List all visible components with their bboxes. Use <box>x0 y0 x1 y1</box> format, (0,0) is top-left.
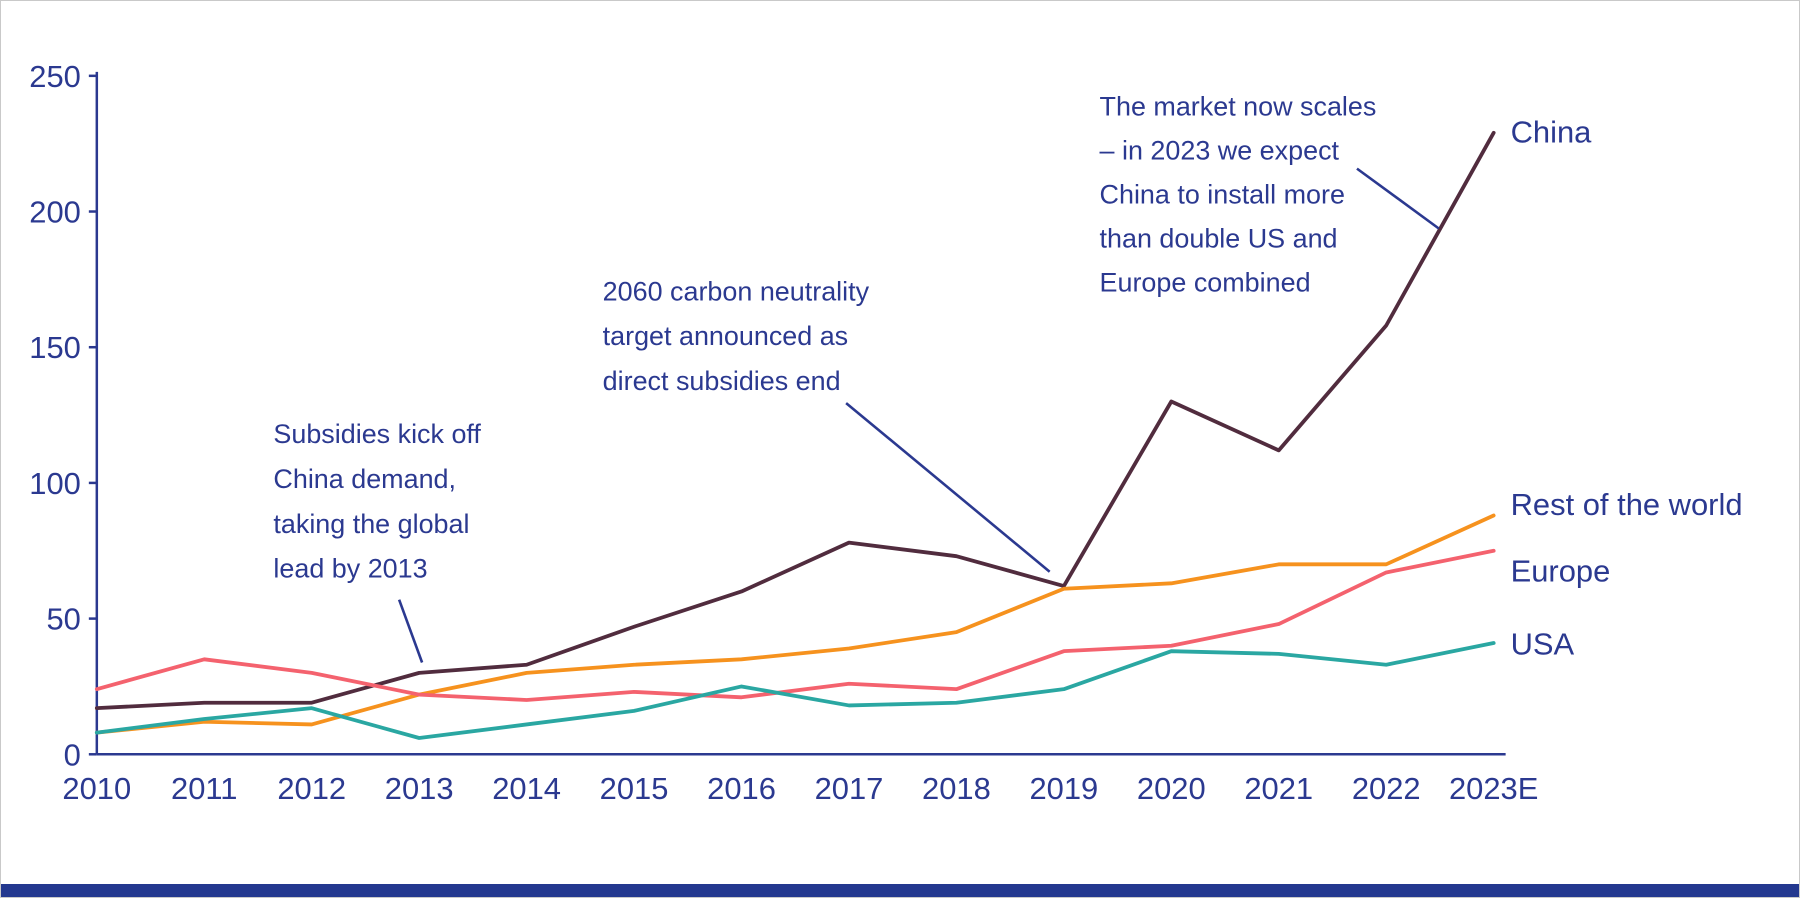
annotation-2-text-line: target announced as <box>603 321 848 351</box>
annotation-3-leader-line <box>1356 167 1440 230</box>
annotation-1-leader-line <box>397 599 424 663</box>
series-line-usa <box>94 641 1496 740</box>
annotation-2-leader-line <box>845 402 1051 573</box>
x-tick-label: 2013 <box>385 771 454 806</box>
x-tick-label: 2014 <box>492 771 561 806</box>
annotation-2-text-line: 2060 carbon neutrality <box>603 276 870 306</box>
annotation-3-text-line: China to install more <box>1100 180 1345 210</box>
annotation-3-text-line: The market now scales <box>1100 92 1377 122</box>
x-tick-label: 2018 <box>922 771 991 806</box>
annotation-3-text-line: than double US and <box>1100 223 1338 253</box>
x-tick-label: 2010 <box>62 771 131 806</box>
series-label-usa: USA <box>1511 627 1575 662</box>
x-tick-label: 2019 <box>1029 771 1098 806</box>
y-tick-label: 50 <box>46 602 80 637</box>
series-line-rest-of-the-world <box>94 513 1496 735</box>
annotation-3-text-line: Europe combined <box>1100 267 1311 297</box>
series-line-europe <box>94 548 1496 702</box>
y-tick-label: 200 <box>29 194 81 229</box>
annotation-1-text-line: taking the global <box>273 509 469 539</box>
series-line-china <box>94 130 1496 711</box>
x-tick-label: 2021 <box>1244 771 1313 806</box>
x-tick-label: 2022 <box>1352 771 1421 806</box>
y-tick-label: 100 <box>29 466 81 501</box>
footer-bar <box>1 884 1799 897</box>
x-tick-label: 2015 <box>600 771 669 806</box>
annotation-1-text-line: Subsidies kick off <box>273 419 481 449</box>
series-label-rest-of-the-world: Rest of the world <box>1511 487 1743 522</box>
x-tick-label: 2012 <box>277 771 346 806</box>
y-tick-label: 0 <box>64 737 81 772</box>
annotation-3-text-line: – in 2023 we expect <box>1100 136 1340 166</box>
y-tick-label: 250 <box>29 59 81 94</box>
series-label-europe: Europe <box>1511 554 1611 589</box>
x-tick-label: 2020 <box>1137 771 1206 806</box>
series-label-china: China <box>1511 115 1593 150</box>
annotation-1-text-line: China demand, <box>273 464 456 494</box>
annotation-2-text-line: direct subsidies end <box>603 366 841 396</box>
x-tick-label: 2016 <box>707 771 776 806</box>
annotation-1-text-line: lead by 2013 <box>273 554 427 584</box>
x-tick-label: 2017 <box>815 771 884 806</box>
x-tick-label: 2011 <box>171 771 237 806</box>
y-tick-label: 150 <box>29 330 81 365</box>
x-tick-label: 2023E <box>1449 771 1538 806</box>
